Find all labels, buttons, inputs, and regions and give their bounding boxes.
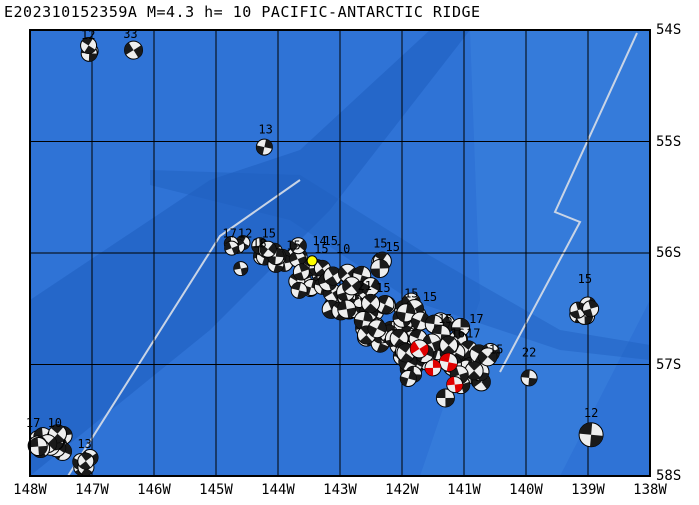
ridge-line-west — [67, 179, 301, 477]
event-depth-label: 16 — [451, 327, 465, 341]
event-depth-label: 15 — [373, 236, 387, 250]
epicenter-marker — [306, 255, 318, 267]
focal-mechanism-symbol — [361, 293, 381, 313]
focal-mechanism-symbol — [255, 138, 273, 156]
focal-mechanism-symbol — [233, 261, 249, 277]
focal-mechanism-symbol — [337, 299, 357, 319]
fracture-zone-band — [150, 170, 650, 360]
event-depth-label: 10 — [48, 416, 62, 430]
focal-mechanism-symbol — [28, 437, 48, 457]
focal-mechanism-symbol — [520, 369, 538, 387]
focal-mechanism-symbol — [342, 276, 362, 296]
event-depth-label: 17 — [26, 416, 40, 430]
event-depth-label: 15 — [261, 226, 275, 240]
focal-mechanism-symbol — [289, 237, 307, 255]
longitude-tick-label: 138W — [633, 482, 667, 498]
longitude-tick-label: 140W — [509, 482, 543, 498]
focal-mechanism-symbol — [370, 258, 390, 278]
event-depth-label: 15 — [323, 234, 337, 248]
focal-mechanism-symbol — [582, 300, 600, 318]
focal-mechanism-symbol — [224, 240, 240, 256]
map-title: E202310152359A M=4.3 h= 10 PACIFIC-ANTAR… — [4, 3, 481, 21]
longitude-tick-label: 148W — [13, 482, 47, 498]
map-frame — [29, 29, 651, 477]
event-depth-label: 15 — [489, 342, 503, 356]
focal-mechanism-symbol — [399, 369, 417, 387]
event-depth-label: 17 — [222, 226, 236, 240]
focal-mechanism-symbol — [478, 347, 498, 367]
latitude-tick-label: 56S — [656, 245, 682, 261]
focal-mechanism-symbol — [435, 388, 455, 408]
event-depth-label: 17 — [469, 312, 483, 326]
focal-mechanism-symbol — [464, 361, 484, 381]
latitude-tick-label: 58S — [656, 468, 682, 484]
longitude-tick-label: 144W — [261, 482, 295, 498]
event-depth-label: 15 — [423, 290, 437, 304]
event-depth-label: 33 — [123, 27, 137, 41]
event-depth-label: 15 — [438, 312, 452, 326]
event-depth-label: 14 — [312, 234, 326, 248]
event-depth-label: 12 — [81, 28, 95, 42]
focal-mechanism-symbol — [77, 452, 95, 470]
focal-mechanism-symbol — [290, 281, 308, 299]
event-depth-label: 10 — [336, 242, 350, 256]
event-depth-label: 13 — [77, 437, 91, 451]
focal-mechanism-symbol — [578, 422, 604, 448]
event-depth-label: 18 — [252, 236, 266, 250]
focal-mechanism-symbol — [396, 303, 416, 323]
focal-mechanism-symbol — [439, 352, 458, 372]
event-depth-label: 15 — [385, 240, 399, 254]
focal-mechanism-symbol — [409, 339, 429, 359]
focal-mechanism-symbol — [124, 40, 144, 60]
focal-mechanism-symbol — [367, 319, 387, 339]
event-depth-label: 15 — [286, 239, 300, 253]
latitude-tick-label: 57S — [656, 356, 682, 373]
focal-mechanism-symbol — [323, 266, 343, 286]
focal-mechanism-symbol — [424, 359, 442, 377]
event-depth-label: 17 — [466, 327, 480, 341]
latitude-tick-label: 54S — [656, 22, 682, 38]
ridge-line-east — [499, 32, 638, 373]
event-depth-label: 22 — [522, 346, 536, 360]
event-depth-label: 15 — [314, 242, 328, 256]
event-depth-label: 13 — [258, 123, 272, 137]
event-depth-label: 15 — [404, 287, 418, 301]
longitude-tick-label: 147W — [75, 482, 109, 498]
longitude-tick-label: 145W — [199, 482, 233, 498]
event-depth-label: 12 — [238, 226, 252, 240]
event-depth-label: 12 — [584, 406, 598, 420]
focal-mechanism-symbol — [446, 376, 464, 394]
longitude-tick-label: 139W — [571, 482, 605, 498]
longitude-tick-label: 143W — [323, 482, 357, 498]
event-depth-label: 15 — [578, 272, 592, 286]
longitude-tick-label: 146W — [137, 482, 171, 498]
focal-mechanism-symbol — [80, 37, 98, 55]
focal-mechanism-symbol — [375, 295, 395, 315]
focal-mechanism-symbol — [292, 263, 310, 281]
event-depth-label: 21 — [358, 279, 372, 293]
event-depth-label: 15 — [376, 281, 390, 295]
longitude-tick-label: 141W — [447, 482, 481, 498]
latitude-tick-label: 55S — [656, 133, 682, 150]
longitude-tick-label: 142W — [385, 482, 419, 498]
focal-mechanism-symbol — [259, 240, 277, 258]
